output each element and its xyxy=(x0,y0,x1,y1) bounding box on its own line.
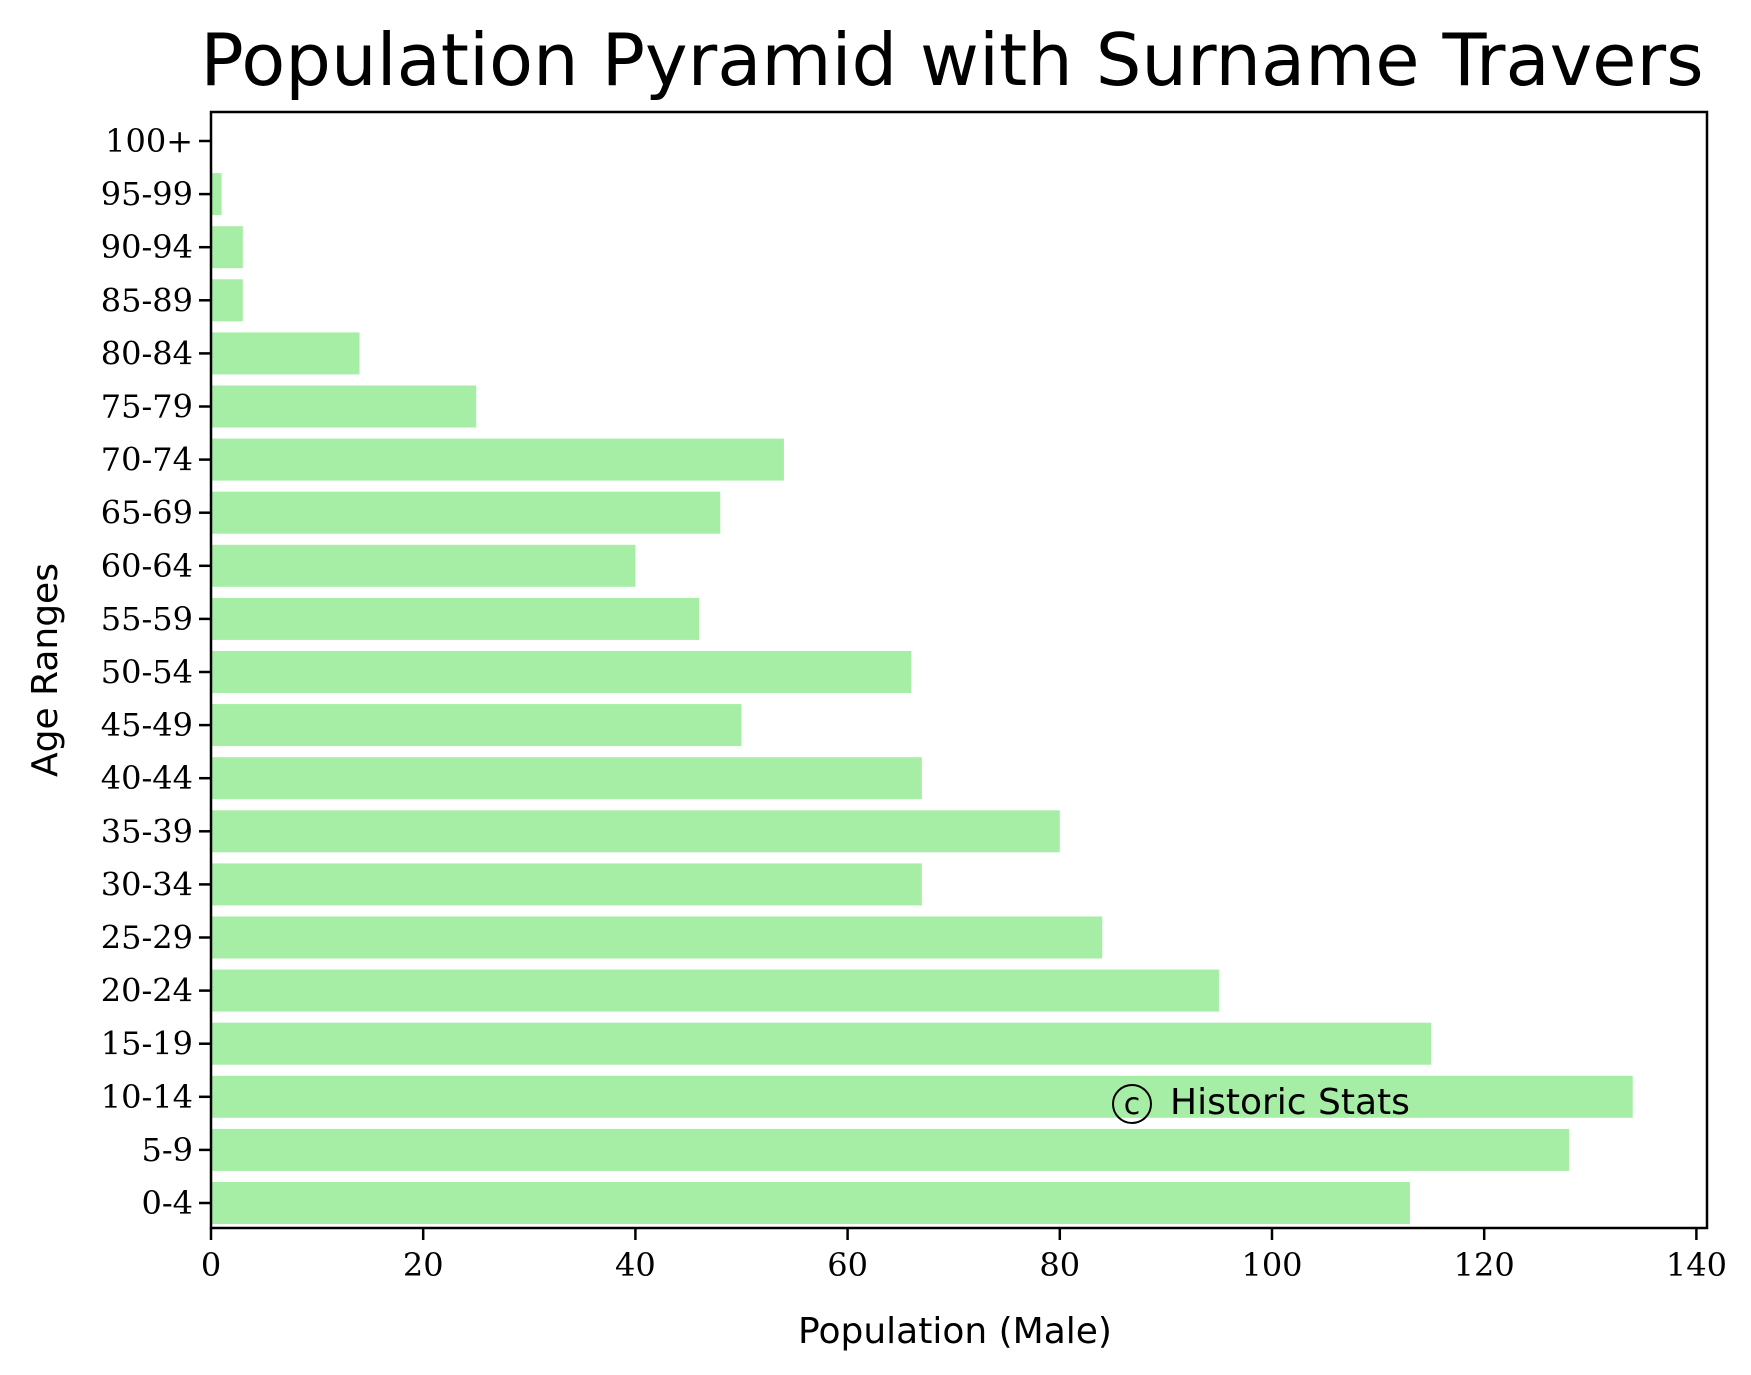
y-tick-label: 80-84 xyxy=(101,334,193,372)
y-tick-label: 75-79 xyxy=(101,388,193,426)
x-tick-label: 20 xyxy=(403,1246,444,1284)
bar-65-69 xyxy=(211,491,721,534)
plot-frame xyxy=(209,110,1709,1230)
y-tick-label: 5-9 xyxy=(141,1131,193,1169)
bar-90-94 xyxy=(211,226,243,269)
y-tick-label: 90-94 xyxy=(101,228,193,266)
y-tick-label: 55-59 xyxy=(101,600,193,638)
x-tick-label: 120 xyxy=(1454,1246,1515,1284)
x-tick-label: 60 xyxy=(827,1246,868,1284)
watermark-text: Historic Stats xyxy=(1170,1082,1410,1123)
y-tick-label: 50-54 xyxy=(101,653,193,691)
y-tick-label: 100+ xyxy=(105,122,193,160)
bar-0-4 xyxy=(211,1182,1410,1224)
y-tick-label: 70-74 xyxy=(101,441,193,479)
bars-layer xyxy=(211,173,1633,1224)
y-tick-label: 65-69 xyxy=(101,494,193,532)
bar-50-54 xyxy=(211,651,912,693)
y-tick-label: 40-44 xyxy=(101,759,193,797)
bar-85-89 xyxy=(211,279,243,322)
y-tick-label: 0-4 xyxy=(141,1184,193,1222)
x-tick-label: 0 xyxy=(201,1246,221,1284)
y-tick-label: 15-19 xyxy=(101,1025,193,1063)
x-tick-label: 100 xyxy=(1241,1246,1302,1284)
x-axis: 0 20 40 60 80 100 120 140 xyxy=(201,1228,1727,1284)
bar-60-64 xyxy=(211,544,636,587)
chart-title: Population Pyramid with Surname Travers xyxy=(200,18,1703,102)
y-tick-label: 85-89 xyxy=(101,281,193,319)
bar-20-24 xyxy=(211,969,1219,1012)
bar-35-39 xyxy=(211,810,1060,853)
bar-45-49 xyxy=(211,704,742,747)
copyright-symbol: c xyxy=(1124,1087,1141,1122)
bar-10-14 xyxy=(211,1075,1633,1118)
bar-30-34 xyxy=(211,863,922,906)
y-tick-label: 95-99 xyxy=(101,175,193,213)
y-tick-label: 30-34 xyxy=(101,865,193,903)
x-tick-label: 140 xyxy=(1666,1246,1727,1284)
x-tick-label: 40 xyxy=(615,1246,656,1284)
y-tick-label: 45-49 xyxy=(101,706,193,744)
copyright-icon xyxy=(1112,1084,1152,1124)
bar-95-99 xyxy=(211,173,222,216)
bar-75-79 xyxy=(211,385,477,428)
bar-80-84 xyxy=(211,332,360,375)
y-tick-label: 20-24 xyxy=(101,972,193,1010)
x-axis-label: Population (Male) xyxy=(798,1311,1112,1352)
y-axis: 0-4 5-9 10-14 15-19 20-24 25-29 30-34 35-39 40-4… xyxy=(101,122,211,1222)
bar-25-29 xyxy=(211,916,1103,959)
y-tick-label: 60-64 xyxy=(101,547,193,585)
bar-70-74 xyxy=(211,438,784,481)
y-tick-label: 10-14 xyxy=(101,1078,193,1116)
bar-55-59 xyxy=(211,597,700,640)
bar-40-44 xyxy=(211,757,922,800)
y-tick-label: 25-29 xyxy=(101,919,193,957)
x-tick-label: 80 xyxy=(1039,1246,1080,1284)
bar-5-9 xyxy=(211,1128,1570,1171)
bar-15-19 xyxy=(211,1022,1432,1065)
y-tick-label: 35-39 xyxy=(101,812,193,850)
watermark: c Historic Stats xyxy=(1112,1082,1410,1124)
y-axis-label: Age Ranges xyxy=(25,563,66,777)
